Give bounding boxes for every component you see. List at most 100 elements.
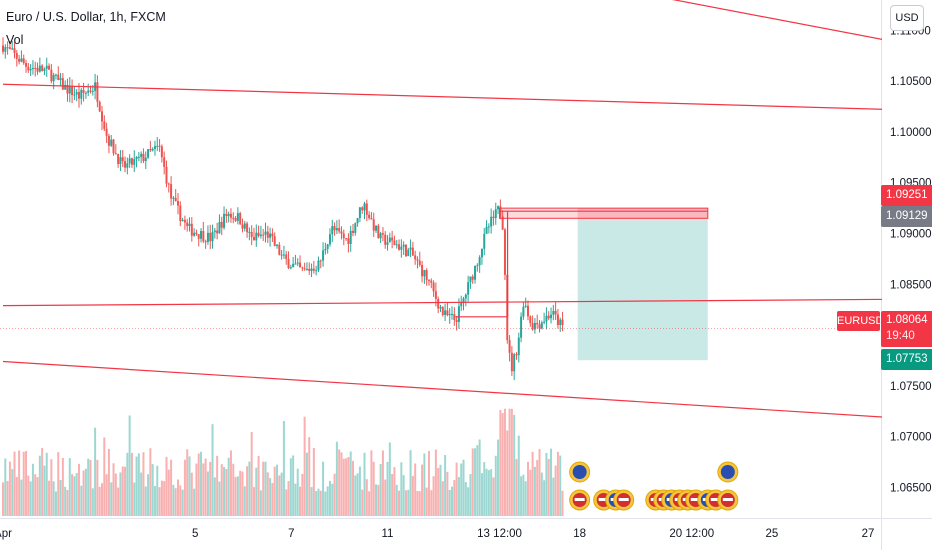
candle-body (176, 201, 179, 206)
volume-bar (409, 450, 412, 516)
candle-body (524, 305, 527, 307)
volume-bar (50, 459, 53, 516)
price-tick-label: 1.07500 (890, 381, 932, 393)
volume-bar (363, 452, 366, 516)
volume-bar (223, 466, 226, 516)
volume-bar (255, 467, 258, 516)
volume-bar (310, 487, 313, 516)
volume-bar (172, 484, 175, 516)
trend-line (2, 298, 932, 307)
currency-button[interactable]: USD (890, 5, 924, 31)
candle-body (223, 213, 226, 228)
volume-bar (22, 451, 25, 516)
time-tick-label: 20 (669, 528, 682, 540)
volume-bar (105, 474, 108, 516)
candle-body (375, 225, 378, 231)
volume-bar (98, 486, 101, 516)
candle-body (239, 213, 242, 225)
take-profit-zone (577, 220, 708, 361)
volume-bar (197, 453, 200, 516)
volume-bar (333, 473, 336, 516)
eu-flag-icon (720, 465, 735, 479)
candle-body (529, 316, 532, 324)
candle-body (561, 319, 564, 326)
candle-body (388, 237, 391, 243)
volume-bar (451, 486, 454, 516)
candle-body (421, 264, 424, 277)
candle-body (114, 153, 117, 155)
candle-body (503, 229, 506, 275)
current-price-tag: 1.08064 19:40 (881, 311, 932, 347)
volume-bar (202, 463, 205, 516)
candle-body (206, 232, 209, 242)
candle-body (271, 233, 274, 237)
volume-bar (499, 410, 502, 516)
candle-body (34, 67, 37, 69)
volume-bar (506, 430, 509, 516)
volume-bar (372, 461, 375, 516)
candle-body (441, 307, 444, 316)
candle-body (533, 322, 536, 330)
volume-bar (407, 489, 410, 516)
volume-bar (414, 463, 417, 516)
candle-body (22, 58, 25, 64)
candle-body (308, 268, 311, 272)
volume-bar (264, 461, 267, 516)
volume-bar (41, 447, 44, 516)
candle-body (167, 183, 170, 185)
candle-body (236, 213, 239, 221)
volume-bar (381, 450, 384, 516)
candle-body (130, 158, 133, 165)
time-tick-label: 27 (862, 528, 875, 540)
volume-bar (278, 475, 281, 516)
volume-bar (416, 490, 419, 516)
candle-body (494, 209, 497, 219)
candle-body (305, 268, 308, 270)
candle-body (278, 244, 281, 255)
candle-body (193, 232, 196, 236)
candle-body (545, 315, 548, 322)
candle-body (384, 234, 387, 245)
volume-bar (453, 480, 456, 516)
volume-bar (52, 481, 55, 516)
volume-bar (338, 449, 341, 516)
candle-body (363, 203, 366, 211)
volume-bar (526, 461, 529, 516)
volume-bar (439, 464, 442, 516)
price-axis-cover (882, 0, 932, 518)
volume-bar (469, 474, 472, 516)
volume-bar (259, 490, 262, 516)
volume-bar (305, 452, 308, 516)
candle-body (75, 92, 78, 95)
volume-bar (218, 481, 221, 516)
volume-bar (239, 470, 242, 516)
candle-body (250, 231, 253, 237)
candle-body (540, 322, 543, 329)
time-tick-label: 7 (288, 528, 294, 540)
volume-bar (393, 467, 396, 516)
candle-body (172, 197, 175, 199)
volume-bar (395, 484, 398, 516)
volume-bar (57, 452, 60, 516)
candle-body (91, 90, 94, 92)
candle-body (345, 238, 348, 240)
candle-body (66, 84, 69, 94)
candle-body (144, 157, 147, 161)
volume-bar (421, 464, 424, 516)
candle-body (365, 203, 368, 215)
volume-bar (559, 455, 562, 516)
candle-body (241, 224, 244, 229)
volume-bar (119, 472, 122, 516)
flag-stripe (618, 498, 629, 501)
volume-bar (358, 466, 361, 516)
candle-body (232, 217, 235, 219)
candle-body (4, 47, 7, 52)
volume-bar (20, 479, 23, 516)
candle-body (246, 223, 249, 233)
candle-body (407, 249, 410, 257)
volume-bar (388, 442, 391, 516)
volume-bar (533, 466, 536, 516)
volume-bar (335, 441, 338, 516)
